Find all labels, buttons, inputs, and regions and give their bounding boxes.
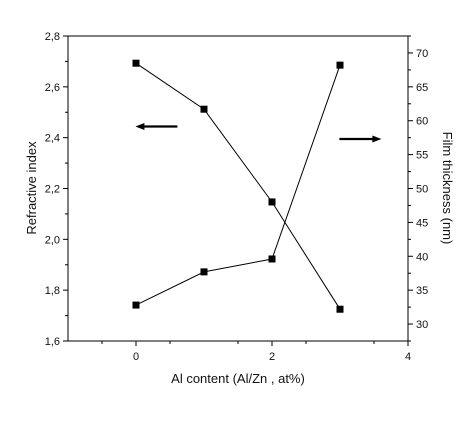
- data-point: [268, 198, 276, 206]
- y2-tick-label: 40: [416, 251, 428, 263]
- x-tick-label: 0: [133, 351, 139, 363]
- y-tick-label: 1,8: [45, 285, 60, 297]
- series-line-2: [135, 64, 341, 306]
- y2-tick-label: 70: [416, 48, 428, 60]
- y2-tick-label: 45: [416, 217, 428, 229]
- series-lines: [135, 62, 341, 310]
- y2-tick-label: 30: [416, 319, 428, 331]
- left-arrow-head: [135, 122, 145, 130]
- data-point: [336, 305, 344, 313]
- y2-tick-label: 55: [416, 150, 428, 162]
- y-tick-label: 2,4: [45, 133, 60, 145]
- data-point: [200, 105, 208, 113]
- x-tick-label: 4: [405, 351, 411, 363]
- y-tick-label: 2,8: [45, 31, 60, 43]
- plot-frame: [67, 35, 409, 342]
- data-point: [132, 59, 140, 67]
- data-point: [336, 61, 344, 69]
- x-axis-title: Al content (Al/Zn , at%): [171, 371, 305, 386]
- y-axis-title: Refractive index: [24, 141, 39, 235]
- data-point: [200, 268, 208, 276]
- x-tick-label: 2: [269, 351, 275, 363]
- data-point: [268, 255, 276, 263]
- y2-tick-label: 65: [416, 82, 428, 94]
- x-axis-ticks: 0 2 4: [101, 341, 411, 363]
- y2-tick-label: 35: [416, 285, 428, 297]
- y2-tick-label: 60: [416, 116, 428, 128]
- series-points: [132, 59, 344, 313]
- series-line-1: [135, 62, 341, 310]
- y-tick-label: 2,2: [45, 184, 60, 196]
- y2-tick-label: 50: [416, 184, 428, 196]
- y-tick-label: 2,6: [45, 82, 60, 94]
- annotation-arrows: [135, 122, 382, 143]
- y-tick-label: 1,6: [45, 336, 60, 348]
- y-axis-ticks: 1,6 1,8 2,0 2,2 2,4 2,6 2,8: [45, 31, 68, 348]
- data-point: [132, 301, 140, 309]
- right-arrow-head: [372, 135, 382, 143]
- y-tick-label: 2,0: [45, 234, 60, 246]
- y2-axis-title: Film thickness (nm): [440, 132, 455, 245]
- y2-axis-ticks: 30 35 40 45 50 55 60 65 70: [408, 35, 428, 342]
